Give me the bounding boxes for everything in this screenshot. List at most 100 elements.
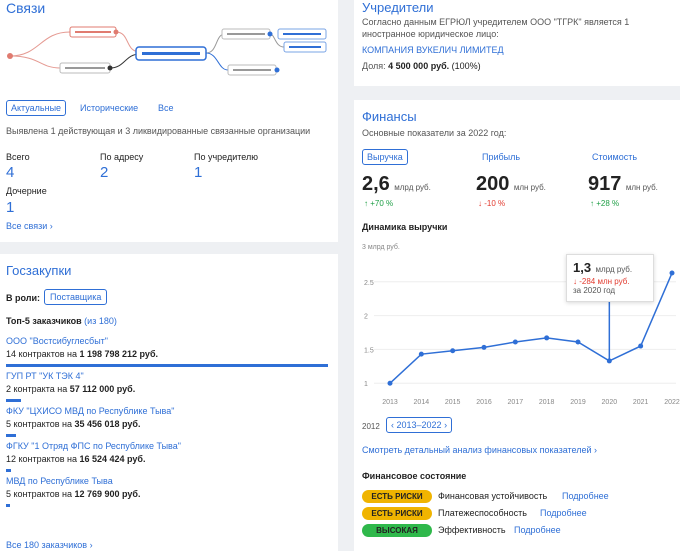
metric-value-unit: млн руб. (625, 183, 658, 192)
customer-share-bar (6, 504, 10, 507)
data-point[interactable] (481, 344, 487, 350)
top-customers-label: Топ-5 заказчиков (из 180) (6, 316, 117, 326)
role-supplier-button[interactable]: Поставщика (44, 289, 108, 305)
tooltip-delta: ↓ -284 млн руб. (573, 277, 630, 286)
share-pct: (100%) (451, 61, 481, 71)
customer-name[interactable]: ФКУ "ЦХИСО МВД по Республике Тыва" (6, 406, 175, 416)
customer-name[interactable]: ГУП РТ "УК ТЭК 4" (6, 371, 84, 381)
x-tick-label: 2017 (508, 399, 524, 406)
data-point[interactable] (387, 380, 393, 386)
customer-contracts: 5 контрактов на 12 769 900 руб. (6, 489, 141, 499)
stat-total-label: Всего (6, 152, 30, 162)
all-links-link[interactable]: Все связи › (6, 221, 53, 231)
all-customers-link[interactable]: Все 180 заказчиков › (6, 540, 93, 550)
data-point[interactable] (575, 339, 581, 345)
stat-founder-value[interactable]: 1 (194, 164, 203, 181)
chevron-left-icon[interactable]: ‹ (391, 420, 394, 430)
x-tick-label: 2020 (602, 399, 618, 406)
range-label: 2013–2022 (396, 420, 442, 430)
customer-contracts-count: 5 контрактов на (6, 489, 72, 499)
state-label: Платежеспособность (438, 508, 527, 518)
customer-contracts: 14 контрактов на 1 198 798 212 руб. (6, 349, 158, 359)
finance-title: Финансы (362, 109, 417, 124)
tab-profit[interactable]: Прибыль (482, 152, 521, 162)
state-label: Финансовая устойчивость (438, 491, 548, 501)
state-more-link[interactable]: Подробнее (514, 525, 561, 535)
metric-revenue-value: 2,6 (362, 173, 390, 195)
customer-share-bar (6, 399, 22, 402)
x-tick-label: 2013 (382, 399, 398, 406)
metric-value: 917 млн руб. (588, 173, 658, 196)
state-title: Финансовое состояние (362, 471, 467, 481)
share-value: 4 500 000 руб. (388, 61, 450, 71)
customer-amount: 57 112 000 руб. (69, 384, 136, 394)
tab-value[interactable]: Стоимость (592, 152, 638, 162)
customer-share-bar (6, 364, 328, 367)
data-point[interactable] (669, 270, 675, 276)
finance-subtitle: Основные показатели за 2022 год: (362, 128, 507, 138)
state-badge: ЕСТЬ РИСКИ (362, 507, 432, 520)
top-customers-of[interactable]: (из 180) (84, 316, 117, 326)
x-tick-label: 2018 (539, 399, 555, 406)
links-graph (7, 26, 327, 76)
data-point[interactable] (450, 348, 456, 354)
founders-text-2: иностранное юридическое лицо: (362, 29, 499, 39)
range-selector[interactable]: ‹ 2013–2022 › (386, 417, 453, 433)
chart-title: Динамика выручки (362, 222, 448, 232)
stat-subsidiary-value[interactable]: 1 (6, 199, 15, 216)
customer-name[interactable]: ФГКУ "1 Отряд ФПС по Республике Тыва" (6, 441, 181, 451)
x-tick-label: 2016 (476, 399, 492, 406)
customer-contracts: 12 контрактов на 16 524 424 руб. (6, 454, 146, 464)
founders-title: Учредители (362, 0, 434, 15)
share-label: Доля: (362, 61, 386, 71)
tab-all[interactable]: Все (158, 103, 174, 113)
details-link[interactable]: Смотреть детальный анализ финансовых пок… (362, 445, 598, 455)
data-point[interactable] (638, 343, 644, 349)
data-point[interactable] (418, 351, 424, 357)
tooltip-value: 1,3 (573, 260, 592, 275)
tab-historical[interactable]: Исторические (80, 103, 139, 113)
customer-contracts-count: 12 контрактов на (6, 454, 77, 464)
stat-address-label: По адресу (100, 152, 144, 162)
customer-contracts-count: 14 контрактов на (6, 349, 77, 359)
stat-total-value[interactable]: 4 (6, 164, 15, 181)
state-more-link[interactable]: Подробнее (562, 491, 609, 501)
top-customers-text: Топ-5 заказчиков (6, 316, 82, 326)
role-label: В роли: (6, 293, 41, 303)
stat-address-value[interactable]: 2 (100, 164, 109, 181)
procurement-card: Госзакупки В роли: Поставщика Топ-5 зака… (0, 254, 338, 551)
metric-value-value: 917 (588, 173, 622, 195)
procurement-title: Госзакупки (6, 263, 72, 278)
metric-revenue: 2,6 млрд руб. (362, 173, 431, 196)
tab-actual[interactable]: Актуальные (6, 100, 67, 116)
metric-profit-unit: млн руб. (513, 183, 546, 192)
customer-contracts-count: 2 контракта на (6, 384, 68, 394)
y-tick-label: 1 (364, 381, 368, 388)
finance-card: Финансы Основные показатели за 2022 год:… (354, 100, 680, 551)
range-prev-year[interactable]: 2012 (362, 422, 380, 431)
data-point[interactable] (544, 335, 550, 341)
customer-name[interactable]: ООО "Востсибуглесбыт" (6, 336, 108, 346)
customer-name[interactable]: МВД по Республике Тыва (6, 476, 113, 486)
founder-company-link[interactable]: КОМПАНИЯ ВУКЕЛИЧ ЛИМИТЕД (362, 45, 504, 55)
customer-contracts-count: 5 контрактов на (6, 419, 72, 429)
metric-revenue-delta: ↑ +70 % (364, 199, 394, 208)
tab-revenue[interactable]: Выручка (362, 149, 408, 165)
customer-contracts: 5 контрактов на 35 456 018 руб. (6, 419, 141, 429)
chevron-right-icon[interactable]: › (444, 420, 448, 430)
metric-profit-value: 200 (476, 173, 510, 195)
links-card: Связи Актуальные Исторические В (0, 0, 338, 242)
founder-share: Доля: 4 500 000 руб. (100%) (362, 61, 481, 71)
state-badge: ВЫСОКАЯ (362, 524, 432, 537)
x-tick-label: 2015 (445, 399, 461, 406)
state-more-link[interactable]: Подробнее (540, 508, 587, 518)
x-tick-label: 2021 (633, 399, 649, 406)
stat-subsidiary-label: Дочерние (6, 186, 47, 196)
tooltip-period: за 2020 год (573, 286, 616, 295)
data-point[interactable] (512, 339, 518, 345)
founders-card: Учредители Согласно данным ЕГРЮЛ учредит… (354, 0, 680, 86)
data-point[interactable] (606, 358, 612, 364)
customer-amount: 1 198 798 212 руб. (79, 349, 159, 359)
chart-tooltip: 1,3 млрд руб. ↓ -284 млн руб. за 2020 го… (566, 254, 654, 302)
links-summary: Выявлена 1 действующая и 3 ликвидированн… (6, 126, 311, 136)
